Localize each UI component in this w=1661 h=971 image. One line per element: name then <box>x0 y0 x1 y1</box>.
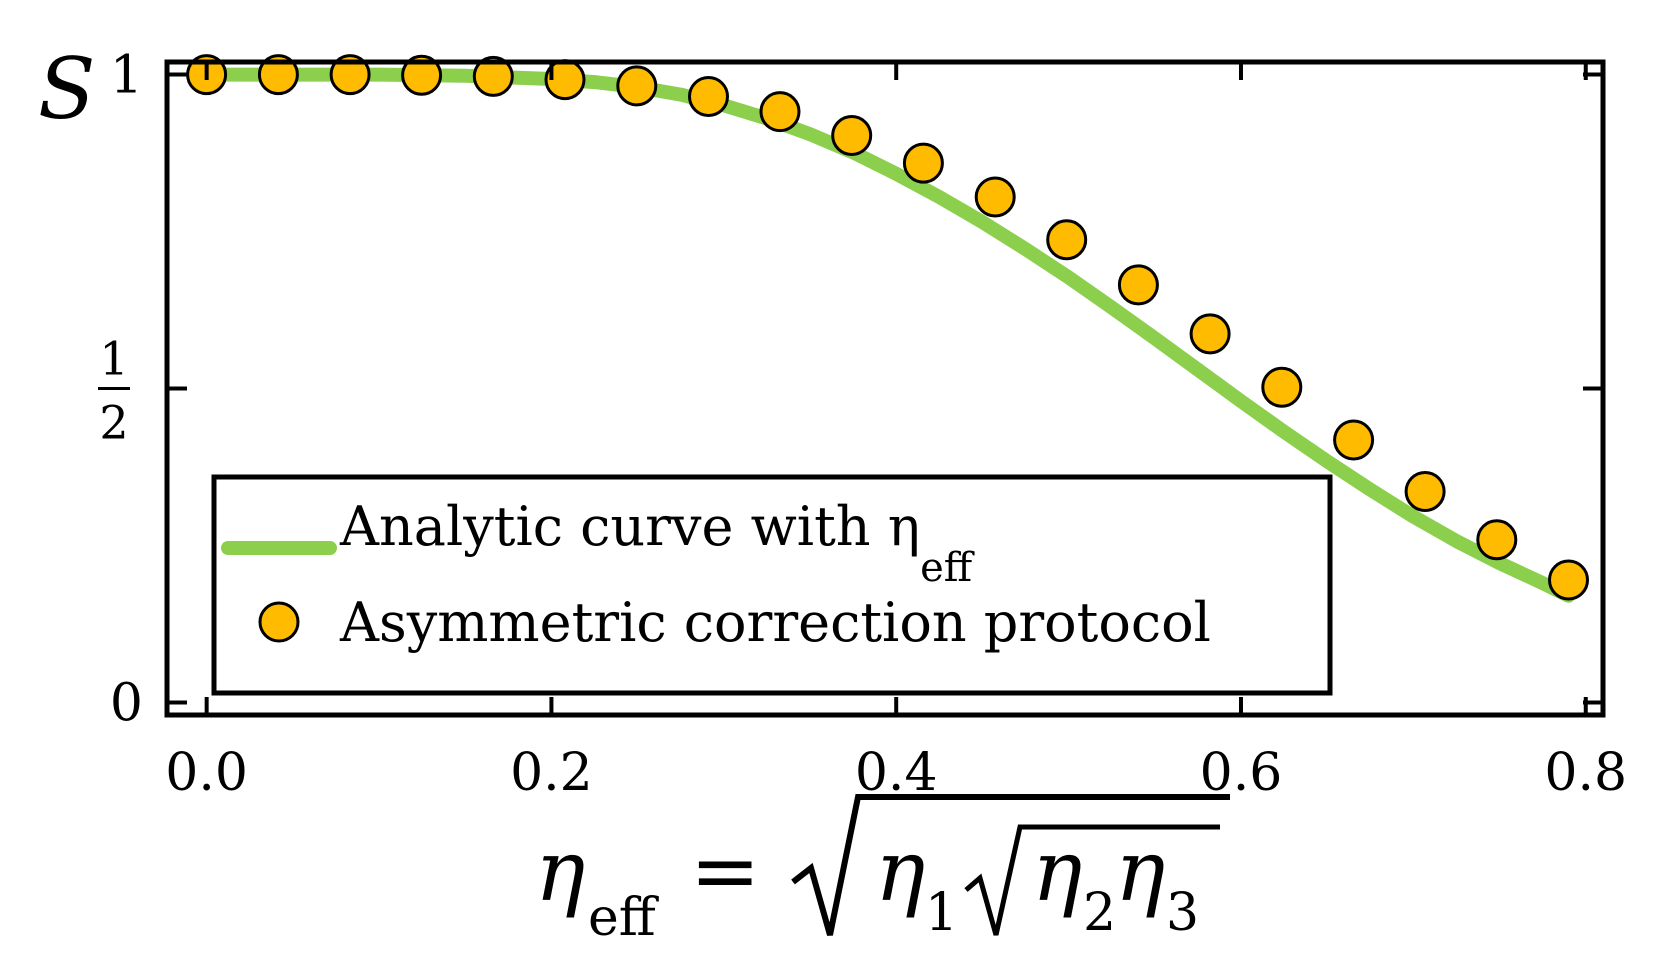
protocol-point <box>1117 264 1159 306</box>
legend-marker-swatch <box>258 601 300 643</box>
x-label-sub-2: 2 <box>1083 883 1116 943</box>
protocol-point <box>1261 366 1303 408</box>
legend-entry-analytic-sub: eff <box>920 545 975 591</box>
y-axis-label: S <box>38 40 96 138</box>
legend-box <box>211 474 1333 696</box>
protocol-point <box>472 55 514 97</box>
x-tick-label: 0.8 <box>1544 743 1627 803</box>
protocol-point <box>1476 519 1518 561</box>
y-tick-fraction-denominator: 2 <box>99 396 128 450</box>
protocol-point <box>1046 219 1088 261</box>
x-tick-label: 0.2 <box>510 743 593 803</box>
protocol-point <box>257 54 299 96</box>
protocol-point <box>902 142 944 184</box>
plot-area <box>186 54 1589 603</box>
protocol-point <box>688 76 729 117</box>
x-label-sub-eff: eff <box>588 888 660 948</box>
protocol-point <box>1333 419 1375 461</box>
y-tick-fraction-numerator: 1 <box>99 332 128 386</box>
legend-entry-analytic-name: Analytic curve with η <box>339 495 920 558</box>
protocol-point <box>616 65 658 107</box>
x-tick-label: 0.6 <box>1200 743 1283 803</box>
y-tick-label: 0 <box>110 673 143 733</box>
x-label-sub-1: 1 <box>925 883 958 943</box>
protocol-point <box>831 115 873 156</box>
y-tick-label-fraction: 12 <box>98 332 130 450</box>
x-label-sub-3: 3 <box>1166 883 1199 943</box>
protocol-point <box>759 91 801 133</box>
protocol-point <box>974 176 1016 218</box>
protocol-point <box>329 54 371 96</box>
x-tick-label: 0.0 <box>165 743 248 803</box>
x-axis-label: η eff = η 1 η 2 η 3 <box>535 794 1230 948</box>
y-tick-label: 1 <box>110 46 143 106</box>
x-label-eta1: η <box>875 822 925 920</box>
x-label-eta3: η <box>1115 822 1165 920</box>
protocol-point <box>401 54 443 96</box>
x-label-eta: η <box>535 822 585 920</box>
legend: Analytic curve with ηeff Asymmetric corr… <box>211 474 1333 696</box>
protocol-point <box>1404 471 1446 512</box>
x-label-eta2: η <box>1032 822 1082 920</box>
x-label-equals: = <box>690 822 760 920</box>
legend-entry-protocol: Asymmetric correction protocol <box>339 591 1211 654</box>
protocol-point <box>1548 559 1589 601</box>
outer-radical <box>791 794 1230 936</box>
x-tick-label: 0.4 <box>855 743 938 803</box>
inner-radical <box>964 824 1220 936</box>
protocol-point <box>1189 313 1231 355</box>
legend-entry-analytic: Analytic curve with ηeff <box>339 495 975 591</box>
